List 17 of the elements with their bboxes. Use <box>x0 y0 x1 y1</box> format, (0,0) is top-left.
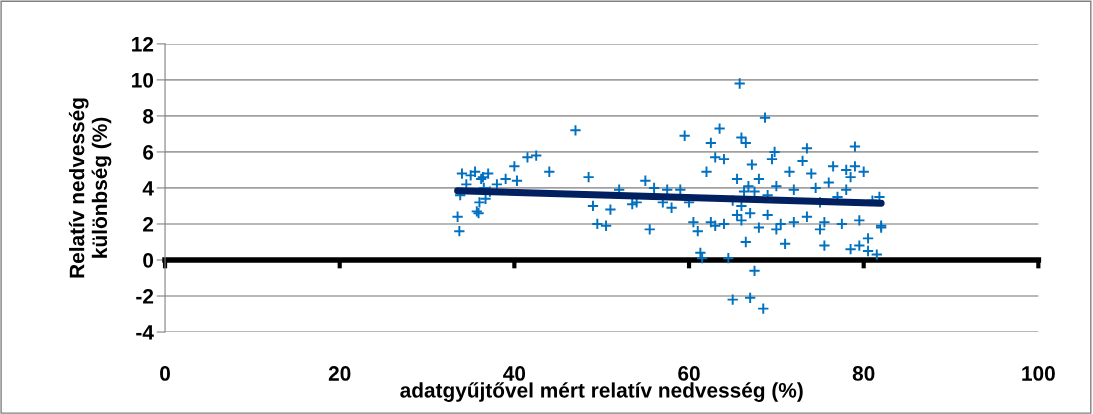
x-tick-label: 80 <box>852 366 875 381</box>
y-tick-label: -4 <box>136 325 154 340</box>
y-tick-label: 10 <box>132 72 154 88</box>
y-tick-label: 4 <box>142 181 154 196</box>
y-tick-label: 0 <box>143 252 154 268</box>
y-tick-label: 6 <box>143 144 154 160</box>
y-axis-title: Relatív nedvesség különbség (%) <box>68 98 112 278</box>
y-tick-label: 12 <box>132 36 154 52</box>
y-tick-label: 2 <box>143 216 154 232</box>
x-tick-label: 40 <box>503 366 526 381</box>
x-tick-label: 20 <box>328 366 351 381</box>
x-tick-label: 0 <box>160 366 170 381</box>
x-axis-title: adatgyűjtővel mért relatív nedvesség (%) <box>400 382 803 402</box>
y-tick-label: -2 <box>136 289 154 304</box>
y-tick-label: 8 <box>143 108 154 124</box>
x-tick-label: 60 <box>678 366 700 381</box>
x-tick-label: 100 <box>1022 366 1055 381</box>
